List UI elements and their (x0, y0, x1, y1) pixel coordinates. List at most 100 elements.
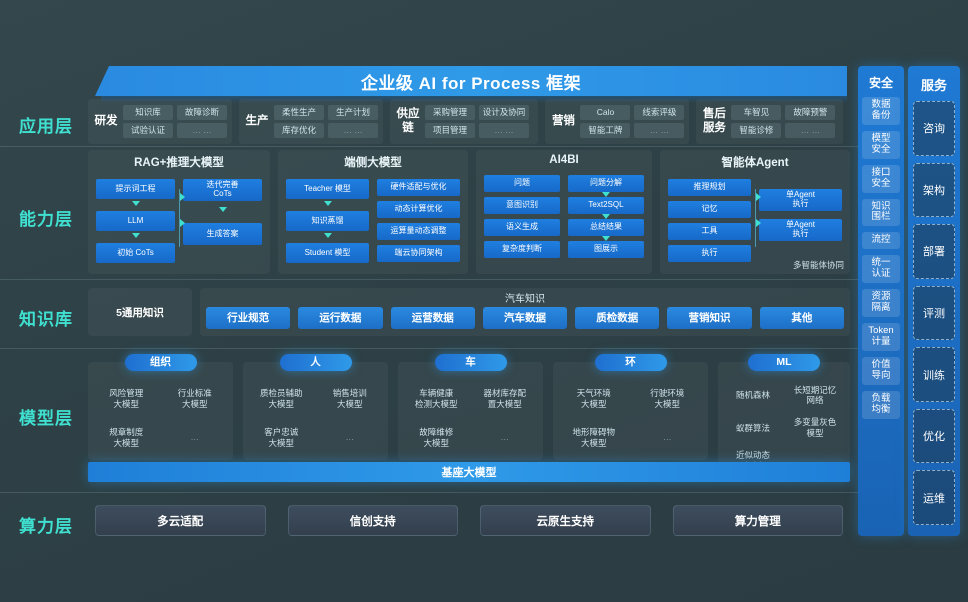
app-cell[interactable]: 生产计划 (328, 105, 378, 120)
app-cell[interactable]: … … (328, 123, 378, 138)
knowledge-pill[interactable]: 运营数据 (390, 307, 475, 329)
capability-node[interactable]: 硬件适配与优化 (377, 179, 460, 196)
app-group-3[interactable]: 营销 Calo 智能工牌 线索评级 … … (545, 99, 690, 144)
model-cell[interactable]: 地形障碍物 大模型 (572, 426, 615, 448)
service-rail-item[interactable]: 优化 (913, 408, 955, 464)
compute-item[interactable]: 算力管理 (672, 505, 843, 536)
security-rail-item[interactable]: 知识 围栏 (862, 198, 900, 227)
app-cell[interactable]: Calo (580, 105, 631, 120)
app-cell[interactable]: 智能诊修 (731, 123, 782, 138)
app-cell[interactable]: 车智见 (731, 105, 782, 120)
capability-panel-2[interactable]: AI4BI 问题 意图识别 语义生成 复杂度判断 问题分解 Text2SQL 总结结果 图展示 (476, 150, 652, 274)
capability-node[interactable]: 生成答案 (183, 223, 262, 245)
security-rail-item[interactable]: 资源 隔离 (862, 289, 900, 317)
model-group-1[interactable]: 人质检员辅助 大模型 销售培训 大模型 客户忠诚 大模型… (243, 354, 388, 460)
capability-node[interactable]: 动态计算优化 (377, 201, 460, 218)
capability-node[interactable]: 问题分解 (568, 175, 644, 192)
security-rail-item[interactable]: 统一 认证 (862, 255, 900, 284)
service-rail-item[interactable]: 训练 (913, 347, 955, 402)
app-cell[interactable]: … … (785, 123, 836, 138)
security-rail-item[interactable]: 流控 (862, 232, 900, 250)
capability-node[interactable]: 复杂度判断 (484, 241, 560, 258)
app-cell[interactable]: 柔性生产 (274, 105, 324, 120)
capability-node[interactable]: 迭代完善 CoTs (183, 179, 262, 201)
capability-node[interactable]: 运算量动态调整 (377, 223, 460, 240)
capability-panel-0[interactable]: RAG+推理大模型 提示词工程 LLM 初始 CoTs 迭代完善 CoTs 生成答案 (88, 150, 270, 274)
model-group-0[interactable]: 组织 风险管理 大模型 行业标准 大模型 规章制度 大模型… (88, 354, 233, 460)
app-cell[interactable]: … … (479, 123, 529, 138)
model-cell[interactable]: 蚁群算法 (735, 422, 770, 433)
model-cell[interactable]: 风险管理 大模型 (109, 387, 144, 409)
model-cell[interactable]: 销售培训 大模型 (332, 387, 367, 409)
capability-node[interactable]: 知识蒸馏 (286, 211, 369, 231)
model-cell[interactable]: … (500, 432, 510, 443)
model-group-2[interactable]: 车车辆健康 检测大模型 器材库存配 置大模型 故障维修 大模型… (398, 354, 543, 460)
app-cell[interactable]: 故障预警 (785, 105, 836, 120)
capability-node[interactable]: 图展示 (568, 241, 644, 258)
service-rail-item[interactable]: 架构 (913, 162, 955, 218)
knowledge-pill[interactable]: 质检数据 (575, 307, 660, 329)
model-group-3[interactable]: 环天气环境 大模型 行驶环境 大模型 地形障碍物 大模型… (553, 354, 708, 460)
capability-node[interactable]: LLM (96, 211, 175, 231)
security-rail-item[interactable]: Token 计量 (862, 322, 900, 351)
compute-item[interactable]: 多云适配 (95, 505, 266, 536)
security-rail-item[interactable]: 价值 导向 (862, 356, 900, 385)
app-cell[interactable]: 采购管理 (425, 105, 475, 120)
capability-node[interactable]: 提示词工程 (96, 179, 175, 199)
capability-node[interactable]: Text2SQL (568, 197, 644, 214)
model-cell[interactable]: 器材库存配 置大模型 (483, 387, 526, 409)
model-cell[interactable]: 天气环境 大模型 (576, 387, 611, 409)
capability-node[interactable]: 工具 (668, 223, 751, 240)
model-cell[interactable]: … (810, 455, 820, 466)
service-rail-item[interactable]: 部署 (913, 224, 955, 279)
capability-node[interactable]: 意图识别 (484, 197, 560, 214)
capability-node[interactable]: 记忆 (668, 201, 751, 218)
model-cell[interactable]: 质检员辅助 大模型 (259, 387, 303, 409)
model-cell[interactable]: 长短期记忆 网络 (793, 384, 837, 406)
knowledge-pill[interactable]: 行业规范 (206, 307, 291, 329)
security-rail-item[interactable]: 负载 均衡 (862, 390, 900, 419)
app-cell[interactable]: … … (177, 123, 227, 138)
knowledge-pill[interactable]: 运行数据 (298, 307, 383, 329)
app-group-4[interactable]: 售后 服务 车智见 智能诊修 故障预警 … … (696, 99, 843, 144)
app-cell[interactable]: 试验认证 (123, 123, 173, 138)
security-rail-item[interactable]: 模型 安全 (862, 130, 900, 159)
app-group-1[interactable]: 生产 柔性生产 库存优化 生产计划 … … (239, 99, 383, 144)
capability-panel-1[interactable]: 端侧大模型 Teacher 模型 知识蒸馏 Student 模型 硬件适配与优化 动态计算… (278, 150, 468, 274)
capability-node[interactable]: 端云协同架构 (377, 245, 460, 262)
model-cell[interactable]: 行业标准 大模型 (177, 387, 212, 409)
capability-node[interactable]: 单Agent 执行 (759, 189, 842, 211)
security-rail-item[interactable]: 接口 安全 (862, 164, 900, 193)
model-cell[interactable]: … (190, 432, 200, 443)
capability-panel-3[interactable]: 智能体Agent 推理规划 记忆 工具 执行 单Agent 执行 单Agent 执行 多智能体… (660, 150, 850, 274)
app-cell[interactable]: 故障诊断 (177, 105, 227, 120)
capability-node[interactable]: 单Agent 执行 (759, 219, 842, 241)
model-cell[interactable]: 规章制度 大模型 (109, 426, 144, 448)
app-cell[interactable]: 智能工牌 (580, 123, 631, 138)
service-rail-item[interactable]: 运维 (913, 470, 955, 526)
model-cell[interactable]: 多变量灰色 模型 (793, 417, 837, 438)
knowledge-pill[interactable]: 汽车数据 (482, 307, 568, 329)
compute-item[interactable]: 信创支持 (287, 505, 458, 536)
model-cell[interactable]: … (345, 432, 355, 443)
capability-node[interactable]: Teacher 模型 (286, 179, 369, 199)
model-cell[interactable]: 故障维修 大模型 (419, 426, 454, 448)
compute-item[interactable]: 云原生支持 (480, 505, 651, 536)
service-rail-item[interactable]: 咨询 (913, 101, 955, 156)
capability-node[interactable]: 执行 (668, 245, 751, 262)
capability-node[interactable]: 总结结果 (568, 219, 644, 236)
model-cell[interactable]: 随机森林 (735, 390, 770, 401)
app-cell[interactable]: 库存优化 (274, 123, 324, 138)
app-cell[interactable]: … … (634, 123, 685, 138)
app-cell[interactable]: 设计及协同 (479, 105, 529, 120)
service-rail-item[interactable]: 评测 (913, 285, 955, 341)
capability-node[interactable]: 初始 CoTs (96, 243, 175, 263)
capability-node[interactable]: Student 模型 (286, 243, 369, 263)
app-cell[interactable]: 项目管理 (425, 123, 475, 138)
model-cell[interactable]: 车辆健康 检测大模型 (414, 387, 458, 409)
model-cell[interactable]: … (663, 432, 672, 443)
capability-node[interactable]: 推理规划 (668, 179, 751, 196)
security-rail-item[interactable]: 数据 备份 (862, 97, 900, 125)
app-group-2[interactable]: 供应 链采购管理 项目管理 设计及协同 … … (390, 99, 539, 144)
